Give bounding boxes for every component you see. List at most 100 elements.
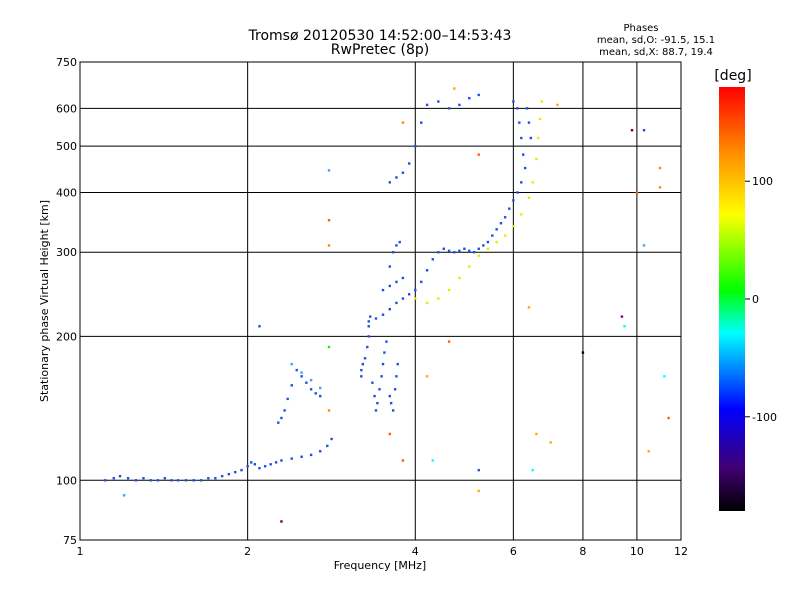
outlier-point xyxy=(531,468,534,472)
outlier-point xyxy=(425,375,429,378)
data-point xyxy=(516,107,519,110)
data-points xyxy=(104,87,670,523)
data-point xyxy=(388,307,392,311)
data-point xyxy=(246,465,249,468)
data-point xyxy=(453,251,456,254)
chart-title: Tromsø 20120530 14:52:00–14:53:43 xyxy=(248,28,512,44)
data-point xyxy=(414,297,417,300)
x-tick-label: 10 xyxy=(630,545,644,558)
data-point xyxy=(176,479,180,482)
data-point xyxy=(425,301,429,305)
data-point xyxy=(486,247,490,250)
data-point xyxy=(407,293,411,296)
phase-summary-o: mean, sd,O: -91.5, 15.1 xyxy=(597,35,715,46)
data-point xyxy=(300,371,303,374)
data-point xyxy=(523,166,527,170)
data-point xyxy=(525,107,529,110)
colorbar xyxy=(719,87,745,511)
data-point xyxy=(458,249,461,253)
x-axis-label: Frequency [MHz] xyxy=(334,559,426,572)
data-point xyxy=(522,153,525,156)
data-point xyxy=(388,394,392,398)
x-tick-label: 8 xyxy=(579,545,586,558)
outlier-point xyxy=(667,416,670,420)
data-point xyxy=(361,362,365,366)
outlier-point xyxy=(556,103,559,107)
data-point xyxy=(283,409,286,412)
data-point xyxy=(529,136,533,140)
data-point xyxy=(468,96,471,100)
data-point xyxy=(477,93,480,97)
data-point xyxy=(407,162,411,165)
x-tick-label: 1 xyxy=(77,545,84,558)
data-point xyxy=(486,240,490,244)
data-point xyxy=(184,479,188,482)
data-point xyxy=(396,362,399,366)
outlier-point xyxy=(642,244,646,247)
data-point xyxy=(508,207,511,210)
outlier-point xyxy=(642,128,646,132)
data-point xyxy=(214,477,217,480)
data-point xyxy=(458,276,461,280)
data-point xyxy=(447,107,451,110)
data-point xyxy=(391,251,395,254)
data-point xyxy=(531,181,534,184)
data-point xyxy=(482,244,485,247)
outlier-point xyxy=(647,450,650,453)
outlier-point xyxy=(453,87,456,90)
data-point xyxy=(305,381,308,384)
data-point xyxy=(437,251,440,254)
data-point xyxy=(319,450,322,453)
data-point xyxy=(300,455,303,458)
outlier-point xyxy=(581,351,585,354)
colorbar-ticks: 100 0 -100 xyxy=(745,175,777,424)
data-point xyxy=(170,479,173,482)
outlier-point xyxy=(623,325,626,328)
data-point xyxy=(199,479,203,482)
data-point xyxy=(134,479,138,482)
data-point xyxy=(112,477,116,480)
data-point xyxy=(468,249,471,253)
y-tick-label: 100 xyxy=(56,474,77,487)
data-point xyxy=(520,213,523,216)
data-point xyxy=(518,121,521,124)
data-point xyxy=(309,453,313,457)
data-point xyxy=(401,171,405,174)
colorbar-tick-label: 100 xyxy=(752,175,773,188)
data-point xyxy=(395,301,398,305)
data-point xyxy=(280,416,283,420)
x-tick-label: 6 xyxy=(510,545,517,558)
data-point xyxy=(360,375,363,378)
data-point xyxy=(437,100,440,103)
data-point xyxy=(367,320,370,323)
data-point xyxy=(374,409,378,412)
data-point xyxy=(363,357,367,360)
x-tick-label: 2 xyxy=(244,545,251,558)
outlier-point xyxy=(280,520,283,523)
data-point xyxy=(503,216,507,219)
data-point xyxy=(227,472,230,476)
outlier-point xyxy=(635,191,639,194)
data-point xyxy=(319,386,322,390)
data-point xyxy=(366,345,369,349)
data-point xyxy=(280,459,283,462)
data-point xyxy=(395,375,398,378)
data-point xyxy=(376,401,379,405)
data-point xyxy=(512,199,515,202)
outlier-point xyxy=(535,432,538,436)
data-point xyxy=(309,378,313,382)
data-point xyxy=(527,196,531,199)
y-tick-label: 600 xyxy=(56,102,77,115)
gridlines xyxy=(80,62,681,540)
data-point xyxy=(512,100,515,103)
data-point xyxy=(142,477,145,480)
data-point xyxy=(472,251,476,254)
data-point xyxy=(437,297,440,300)
data-point xyxy=(401,297,405,300)
outlier-point xyxy=(658,166,662,170)
data-point xyxy=(118,474,122,478)
data-point xyxy=(383,351,386,354)
data-point xyxy=(258,466,261,470)
data-point xyxy=(499,222,503,225)
outlier-point xyxy=(658,186,662,189)
